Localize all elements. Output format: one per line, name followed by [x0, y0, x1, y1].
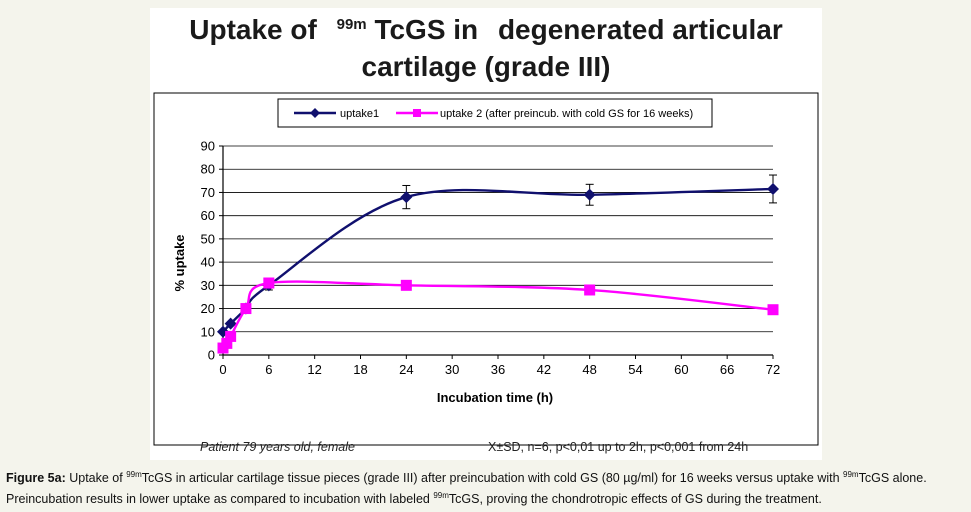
x-tick-label: 66 [720, 362, 734, 377]
caption-label: Figure 5a: [6, 471, 66, 486]
caption-text-2: TcGS in articular cartilage tissue piece… [141, 471, 844, 486]
legend-box [277, 98, 713, 128]
y-tick-label: 70 [201, 185, 215, 200]
x-tick-label: 0 [219, 362, 226, 377]
figure-panel: Uptake of 99m TcGS in degenerated articu… [150, 8, 822, 460]
x-axis-title: Incubation time (h) [437, 390, 553, 405]
data-point-series-2 [225, 330, 237, 342]
x-tick-label: 54 [628, 362, 642, 377]
x-tick-label: 30 [445, 362, 459, 377]
y-tick-label: 10 [201, 324, 215, 339]
legend-marker-uptake1 [310, 108, 320, 118]
y-tick-label: 60 [201, 208, 215, 223]
y-tick-label: 30 [201, 278, 215, 293]
x-tick-label: 36 [491, 362, 505, 377]
x-tick-label: 72 [766, 362, 780, 377]
data-point-series-1 [767, 182, 779, 195]
legend-label-uptake2: uptake 2 (after preincub. with cold GS f… [440, 108, 693, 120]
x-tick-label: 24 [399, 362, 413, 377]
caption-sup-3: 99m [433, 491, 449, 501]
axis-layer: 0 10 20 30 40 50 60 70 80 90 0 6 12 18 24 30 36 42 48 54 60 6… [201, 139, 781, 378]
y-tick-label: 20 [201, 301, 215, 316]
data-point-series-2 [767, 304, 779, 316]
caption-text-3: TcGS alone. Preincubation results in low… [6, 471, 927, 507]
data-point-series-1 [400, 191, 413, 204]
x-tick-label: 18 [353, 362, 367, 377]
data-point-series-1 [224, 317, 237, 330]
x-tick-label: 6 [265, 362, 272, 377]
grid-layer [223, 145, 773, 356]
data-point-series-2 [240, 303, 252, 315]
data-point-series-1 [583, 188, 596, 201]
figure-caption: Figure 5a: Uptake of 99mTcGS in articula… [6, 466, 966, 508]
legend-label-uptake1: uptake1 [340, 108, 379, 120]
caption-sup-2: 99m [843, 470, 859, 479]
x-tick-label: 48 [582, 362, 596, 377]
caption-text-1: Uptake of [65, 471, 127, 486]
caption-text-4: TcGS, proving the chondrotropic effects … [448, 492, 822, 507]
x-tick-label: 12 [307, 362, 321, 377]
y-tick-label: 0 [208, 348, 215, 363]
data-point-series-2 [221, 337, 233, 349]
data-point-series-2 [584, 284, 596, 296]
legend-marker-uptake2 [413, 109, 421, 117]
stats-note: X±SD, n=6, p<0,01 up to 2h, p<0,001 from… [488, 440, 748, 454]
caption-sup-1: 99m [126, 470, 142, 479]
y-axis-title: % uptake [172, 234, 187, 291]
x-tick-label: 60 [674, 362, 688, 377]
y-tick-label: 50 [201, 231, 215, 246]
x-tick-label: 42 [537, 362, 551, 377]
data-point-series-2 [263, 277, 275, 289]
y-tick-label: 80 [201, 162, 215, 177]
series-line-2 [222, 280, 774, 349]
legend: uptake1 uptake 2 (after preincub. with c… [277, 98, 713, 128]
y-tick-label: 40 [201, 255, 215, 270]
plot-frame [153, 92, 819, 446]
series-line-1 [222, 187, 774, 333]
chart-title-line1: Uptake of 99m TcGS in degenerated articu… [189, 8, 783, 45]
series-layer [217, 174, 779, 354]
chart: Uptake of 99m TcGS in degenerated articu… [153, 8, 819, 454]
patient-note: Patient 79 years old, female [200, 440, 355, 454]
chart-title-line2: cartilage (grade III) [362, 51, 611, 82]
y-tick-label: 90 [201, 139, 215, 154]
data-point-series-2 [400, 279, 412, 291]
